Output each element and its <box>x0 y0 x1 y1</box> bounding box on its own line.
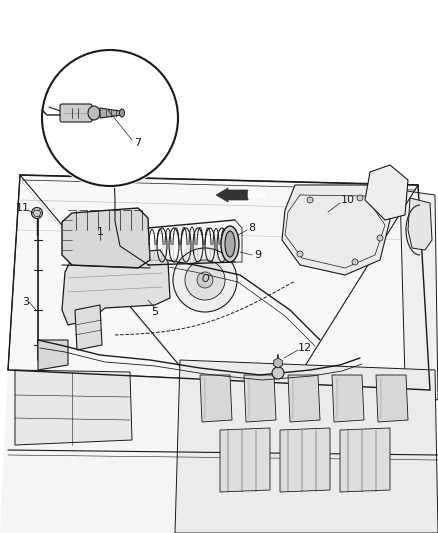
Circle shape <box>377 235 383 241</box>
Polygon shape <box>220 428 270 492</box>
Polygon shape <box>62 250 170 325</box>
Text: FWD: FWD <box>246 190 266 199</box>
Text: 5: 5 <box>152 307 159 317</box>
Polygon shape <box>400 190 438 400</box>
Circle shape <box>185 260 225 300</box>
Circle shape <box>32 207 42 219</box>
Text: 10: 10 <box>341 195 355 205</box>
Polygon shape <box>408 198 432 250</box>
Polygon shape <box>15 370 132 445</box>
Text: 12: 12 <box>298 343 312 353</box>
Polygon shape <box>8 175 430 390</box>
Circle shape <box>272 367 284 379</box>
Polygon shape <box>75 305 102 350</box>
Ellipse shape <box>225 231 235 257</box>
Polygon shape <box>340 428 390 492</box>
Polygon shape <box>365 165 408 220</box>
Polygon shape <box>100 108 122 118</box>
Polygon shape <box>332 375 364 422</box>
Polygon shape <box>0 370 438 533</box>
Text: 9: 9 <box>254 250 261 260</box>
Text: 8: 8 <box>248 223 255 233</box>
Polygon shape <box>244 375 276 422</box>
FancyBboxPatch shape <box>60 104 92 122</box>
Circle shape <box>40 48 180 188</box>
Polygon shape <box>288 375 320 422</box>
Text: O: O <box>201 274 209 284</box>
Circle shape <box>307 197 313 203</box>
Text: 11: 11 <box>16 203 30 213</box>
Text: 1: 1 <box>96 227 103 237</box>
Polygon shape <box>62 208 150 268</box>
Polygon shape <box>200 375 232 422</box>
Ellipse shape <box>88 106 100 120</box>
Circle shape <box>352 259 358 265</box>
Polygon shape <box>280 428 330 492</box>
Polygon shape <box>175 360 438 533</box>
Circle shape <box>197 272 213 288</box>
Polygon shape <box>376 375 408 422</box>
Circle shape <box>173 248 237 312</box>
Text: 3: 3 <box>22 297 29 307</box>
Text: 7: 7 <box>134 138 141 148</box>
Ellipse shape <box>120 109 124 117</box>
Polygon shape <box>38 340 68 370</box>
Circle shape <box>357 195 363 201</box>
Circle shape <box>297 251 303 257</box>
FancyArrow shape <box>216 188 248 202</box>
Ellipse shape <box>221 226 239 262</box>
Polygon shape <box>282 185 390 275</box>
